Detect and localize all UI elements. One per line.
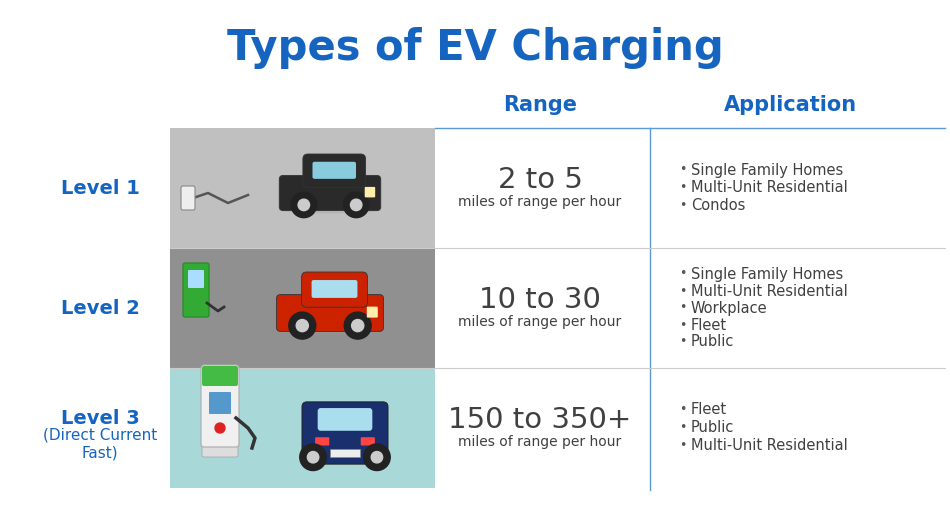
FancyBboxPatch shape: [183, 263, 209, 317]
FancyBboxPatch shape: [170, 248, 435, 368]
FancyBboxPatch shape: [303, 154, 366, 188]
Circle shape: [364, 444, 390, 471]
FancyBboxPatch shape: [181, 186, 195, 210]
Text: •: •: [679, 404, 686, 416]
Circle shape: [351, 199, 362, 211]
Circle shape: [298, 199, 310, 211]
Text: Fleet: Fleet: [691, 402, 727, 417]
Text: Fleet: Fleet: [691, 317, 727, 332]
Circle shape: [300, 444, 327, 471]
Text: •: •: [679, 318, 686, 331]
Text: Public: Public: [691, 421, 734, 436]
Circle shape: [352, 319, 364, 332]
Text: •: •: [679, 200, 686, 213]
Text: Level 2: Level 2: [61, 298, 140, 317]
Text: miles of range per hour: miles of range per hour: [458, 315, 621, 329]
Text: •: •: [679, 182, 686, 195]
Text: Workplace: Workplace: [691, 300, 768, 315]
Text: •: •: [679, 440, 686, 453]
Text: Single Family Homes: Single Family Homes: [691, 266, 844, 282]
FancyBboxPatch shape: [315, 437, 330, 445]
FancyBboxPatch shape: [367, 307, 378, 318]
Text: Multi-Unit Residential: Multi-Unit Residential: [691, 439, 847, 454]
Text: Public: Public: [691, 334, 734, 349]
FancyBboxPatch shape: [331, 449, 360, 457]
Ellipse shape: [276, 327, 385, 334]
FancyBboxPatch shape: [301, 272, 368, 307]
FancyBboxPatch shape: [209, 392, 231, 414]
FancyBboxPatch shape: [202, 441, 238, 457]
Text: miles of range per hour: miles of range per hour: [458, 195, 621, 209]
Text: •: •: [679, 301, 686, 314]
FancyBboxPatch shape: [313, 162, 356, 179]
Text: •: •: [679, 267, 686, 281]
FancyBboxPatch shape: [302, 402, 388, 464]
Text: (Direct Current
Fast): (Direct Current Fast): [43, 428, 157, 460]
Text: •: •: [679, 335, 686, 348]
Text: 2 to 5: 2 to 5: [498, 166, 582, 194]
Text: Multi-Unit Residential: Multi-Unit Residential: [691, 181, 847, 196]
Circle shape: [344, 192, 369, 218]
Circle shape: [308, 452, 319, 463]
FancyBboxPatch shape: [202, 366, 238, 386]
FancyBboxPatch shape: [201, 365, 239, 447]
Text: •: •: [679, 284, 686, 298]
Circle shape: [296, 319, 309, 332]
FancyBboxPatch shape: [279, 175, 381, 211]
FancyBboxPatch shape: [170, 368, 435, 488]
FancyBboxPatch shape: [188, 270, 204, 288]
FancyBboxPatch shape: [317, 408, 372, 431]
Text: •: •: [679, 164, 686, 176]
Text: Multi-Unit Residential: Multi-Unit Residential: [691, 283, 847, 298]
Text: miles of range per hour: miles of range per hour: [458, 435, 621, 449]
FancyBboxPatch shape: [361, 437, 375, 445]
Circle shape: [371, 452, 383, 463]
Circle shape: [289, 312, 315, 339]
Circle shape: [215, 423, 225, 433]
Text: Range: Range: [503, 95, 577, 115]
Ellipse shape: [278, 206, 382, 214]
Text: Single Family Homes: Single Family Homes: [691, 163, 844, 178]
FancyBboxPatch shape: [312, 280, 357, 298]
Text: •: •: [679, 422, 686, 434]
Text: Application: Application: [724, 95, 857, 115]
Text: Level 1: Level 1: [61, 179, 140, 198]
Circle shape: [344, 312, 371, 339]
FancyBboxPatch shape: [276, 295, 384, 331]
FancyBboxPatch shape: [170, 128, 435, 248]
FancyBboxPatch shape: [365, 187, 375, 198]
Text: Condos: Condos: [691, 199, 746, 214]
Text: Types of EV Charging: Types of EV Charging: [227, 27, 723, 69]
Text: Level 3: Level 3: [61, 409, 140, 427]
Text: 150 to 350+: 150 to 350+: [448, 406, 632, 434]
Text: 10 to 30: 10 to 30: [479, 286, 601, 314]
Circle shape: [291, 192, 316, 218]
